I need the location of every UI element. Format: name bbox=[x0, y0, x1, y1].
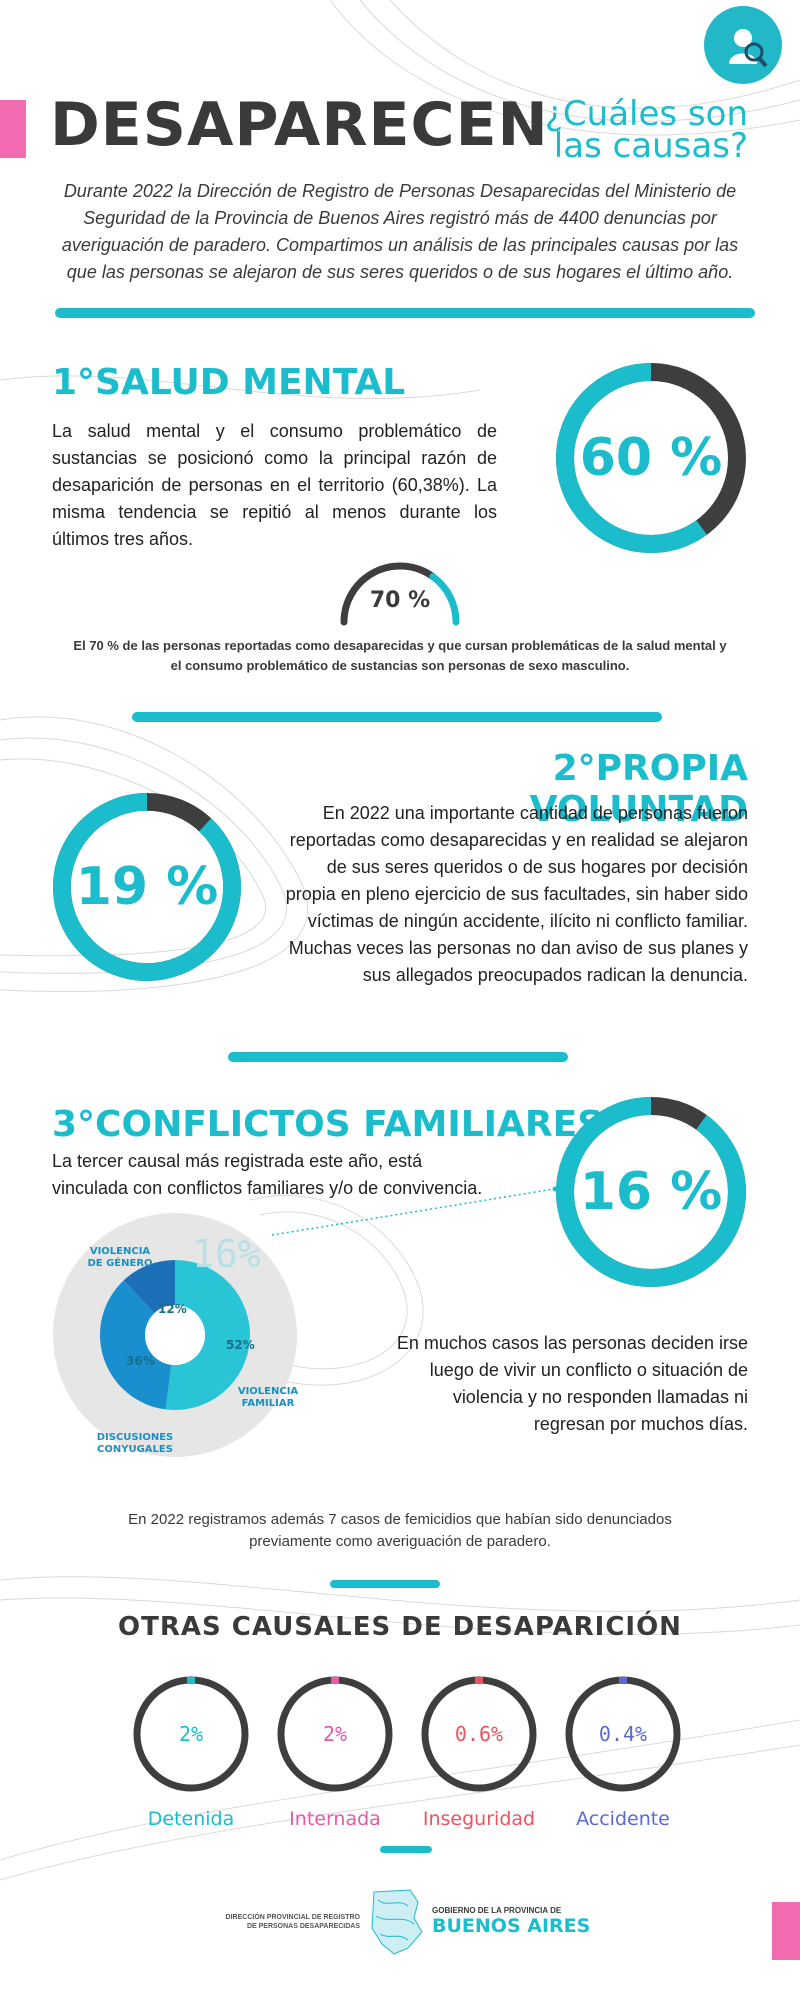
other-cause-label: Internada bbox=[289, 1808, 381, 1830]
other-cause-item: 2% Internada bbox=[270, 1674, 400, 1830]
section-text: En 2022 una importante cantidad de perso… bbox=[285, 803, 748, 985]
gauge-arc-accent bbox=[429, 573, 460, 626]
footer-gov-line: BUENOS AIRES bbox=[432, 1915, 591, 1937]
donut-category-label: DISCUSIONES CONYUGALES bbox=[96, 1432, 174, 1455]
section-text: La tercer causal más registrada este año… bbox=[52, 1151, 483, 1198]
other-cause-label: Inseguridad bbox=[422, 1808, 536, 1830]
footer-gov-name: GOBIERNO DE LA PROVINCIA DE BUENOS AIRES bbox=[432, 1906, 612, 1937]
other-cause-value: 2% bbox=[178, 1722, 204, 1746]
other-cause-item: 2% Detenida bbox=[126, 1674, 256, 1830]
other-cause-value: 0.4% bbox=[598, 1722, 648, 1746]
percent-ring: 60 % bbox=[553, 360, 749, 556]
province-map-icon bbox=[368, 1888, 424, 1956]
section-divider bbox=[380, 1846, 432, 1853]
other-cause-label: Accidente bbox=[576, 1808, 670, 1830]
donut-segment bbox=[100, 1280, 172, 1410]
donut-category-label: VIOLENCIA DE GÉNERO bbox=[87, 1246, 153, 1269]
dotted-connector bbox=[271, 1186, 558, 1236]
pink-accent-tab bbox=[0, 100, 26, 158]
donut-category-label: VIOLENCIA FAMILIAR bbox=[237, 1386, 299, 1409]
ring-marker bbox=[187, 1677, 195, 1684]
ring-marker bbox=[331, 1677, 339, 1684]
femicide-note: En 2022 registramos además 7 casos de fe… bbox=[128, 1511, 672, 1550]
section-divider bbox=[228, 1052, 568, 1062]
donut-chart: 16% VIOLENCIA DE GÉNERO VIOLENCIA FAMILI… bbox=[50, 1210, 300, 1460]
other-cause-ring: 0.4% bbox=[563, 1674, 683, 1794]
section-title: 2°PROPIA VOLUNTAD bbox=[529, 748, 748, 830]
percent-ring: 16 % bbox=[553, 1094, 749, 1290]
section-divider bbox=[132, 712, 662, 722]
donut-value-label: 12% bbox=[158, 1302, 187, 1316]
donut-segment bbox=[165, 1260, 251, 1410]
ring-progress bbox=[52, 792, 242, 982]
other-cause-value: 0.6% bbox=[454, 1722, 504, 1746]
section-title: 1°SALUD MENTAL bbox=[52, 362, 406, 403]
footer-org-line: DE PERSONAS DESAPARECIDAS bbox=[246, 1923, 360, 1930]
donut-value-label: 36% bbox=[126, 1354, 155, 1368]
gauge-value: 70 % bbox=[369, 588, 431, 613]
pink-accent-tab bbox=[772, 1902, 800, 1960]
section-divider bbox=[330, 1580, 440, 1588]
section-note: El 70 % de las personas reportadas como … bbox=[73, 638, 727, 673]
ministry-logo-icon bbox=[704, 6, 782, 84]
donut-segment bbox=[123, 1260, 175, 1314]
other-cause-item: 0.6% Inseguridad bbox=[414, 1674, 544, 1830]
other-cause-item: 0.4% Accidente bbox=[558, 1674, 688, 1830]
ring-progress bbox=[556, 1097, 746, 1287]
page-subtitle: ¿Cuáles son las causas? bbox=[500, 94, 748, 166]
ring-marker bbox=[475, 1677, 483, 1684]
footer-org-line: DIRECCIÓN PROVINCIAL DE REGISTRO bbox=[225, 1914, 360, 1921]
subtitle-line: ¿Cuáles son bbox=[544, 94, 748, 134]
donut-hole bbox=[145, 1305, 205, 1365]
other-cause-value: 2% bbox=[322, 1722, 348, 1746]
other-cause-ring: 2% bbox=[131, 1674, 251, 1794]
ring-value: 16 % bbox=[579, 1162, 723, 1222]
donut-value-label: 52% bbox=[226, 1338, 255, 1352]
gauge-arc: 70 % bbox=[336, 558, 464, 628]
footer-gov-line: GOBIERNO DE LA PROVINCIA DE bbox=[432, 1906, 562, 1915]
other-cause-label: Detenida bbox=[147, 1808, 235, 1830]
intro-paragraph: Durante 2022 la Dirección de Registro de… bbox=[61, 181, 739, 282]
gauge-arc-dark bbox=[340, 562, 437, 626]
ring-progress bbox=[556, 363, 746, 553]
section-title: 3°CONFLICTOS FAMILIARES bbox=[52, 1104, 604, 1145]
ring-marker bbox=[619, 1677, 627, 1684]
section-text: La salud mental y el consumo problemátic… bbox=[52, 421, 497, 549]
subtitle-line: las causas? bbox=[553, 126, 748, 166]
footer-org-name: DIRECCIÓN PROVINCIAL DE REGISTRO DE PERS… bbox=[210, 1913, 360, 1931]
ring-value: 60 % bbox=[579, 428, 723, 488]
section-divider bbox=[55, 308, 755, 318]
other-cause-ring: 0.6% bbox=[419, 1674, 539, 1794]
donut-background-label: 16% bbox=[192, 1232, 261, 1276]
other-cause-ring: 2% bbox=[275, 1674, 395, 1794]
percent-ring: 19 % bbox=[50, 790, 244, 984]
others-title: OTRAS CAUSALES DE DESAPARICIÓN bbox=[118, 1612, 682, 1642]
section-text: En muchos casos las personas deciden irs… bbox=[396, 1333, 748, 1434]
page-title: DESAPARECEN bbox=[50, 90, 549, 160]
ring-value: 19 % bbox=[75, 857, 219, 917]
